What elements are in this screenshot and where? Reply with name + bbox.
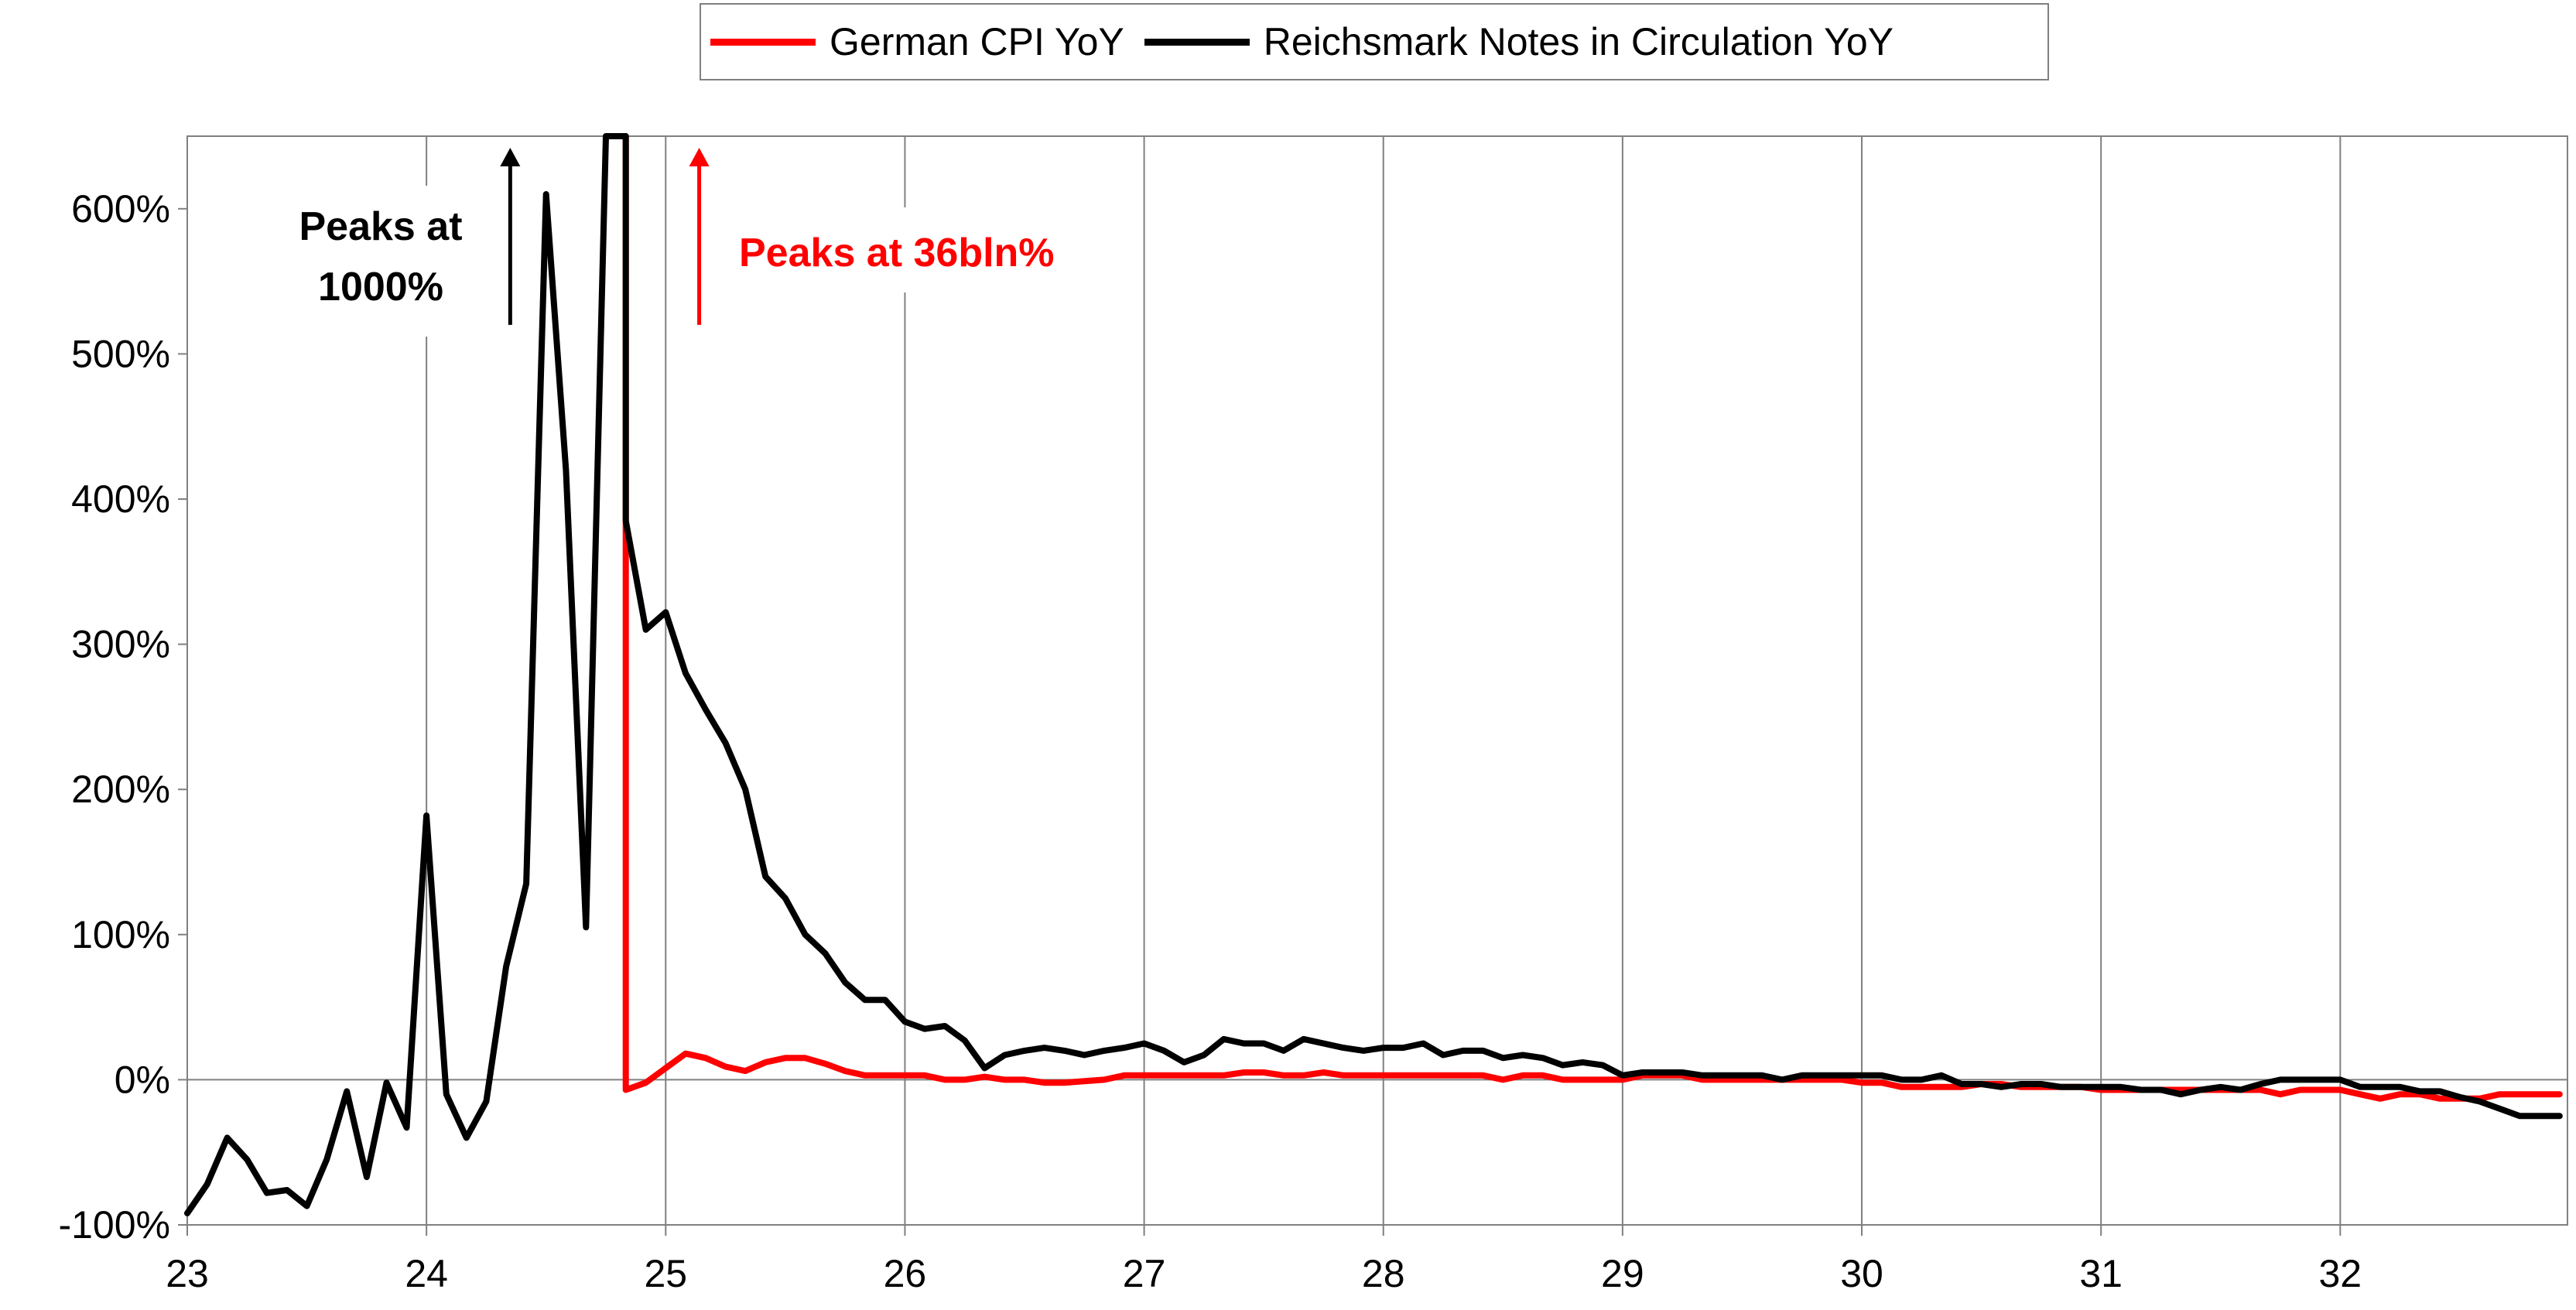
x-tick-label: 27 [1123,1252,1166,1295]
annotation-box-red [724,207,1137,292]
annotation-arrow-head-red [689,148,710,167]
legend-label-cpi: German CPI YoY [830,20,1124,63]
plot-area [187,136,2567,1225]
annotation-box-black [267,186,491,337]
x-tick-label: 26 [884,1252,927,1295]
legend: German CPI YoY Reichsmark Notes in Circu… [700,3,2049,80]
x-tick-label: 32 [2318,1252,2362,1295]
legend-item-cpi: German CPI YoY [710,19,1124,64]
y-tick-label: -100% [58,1203,170,1247]
series-layer [184,133,2563,1216]
annotation-arrow-head-black [500,148,521,167]
y-tick-label: 600% [71,187,170,231]
annotations-layer: Peaks at 1000% Peaks at 36bln% [267,148,1137,337]
y-tick-label: 400% [71,477,170,521]
x-tick-label: 25 [644,1252,687,1295]
plot-border [186,135,2568,1226]
y-tick-label: 500% [71,332,170,375]
y-tick-label: 100% [71,913,170,956]
legend-item-notes: Reichsmark Notes in Circulation YoY [1144,19,1894,64]
x-tick-label: 29 [1601,1252,1644,1295]
annotation-text-black: Peaks at [299,204,462,249]
x-tick-label: 30 [1840,1252,1883,1295]
x-tick-label: 23 [166,1252,209,1295]
legend-swatch-cpi [710,38,816,46]
x-tick-label: 28 [1362,1252,1405,1295]
annotation-text-black: 1000% [318,265,443,310]
y-tick-label: 200% [71,768,170,811]
legend-label-notes: Reichsmark Notes in Circulation YoY [1263,20,1894,63]
annotation-text-red: Peaks at 36bln% [739,231,1055,275]
series-line-reichsmark-notes [184,133,2563,1216]
x-axis-ticks: 23 24 25 26 27 28 29 30 31 32 [166,1225,2362,1295]
y-axis-ticks: -100% 0% 100% 200% 300% 400% 500% 600% [58,187,187,1247]
legend-swatch-notes [1144,38,1250,46]
y-tick-label: 300% [71,623,170,666]
y-tick-label: 0% [115,1058,170,1101]
x-tick-label: 31 [2079,1252,2123,1295]
x-tick-label: 24 [405,1252,448,1295]
